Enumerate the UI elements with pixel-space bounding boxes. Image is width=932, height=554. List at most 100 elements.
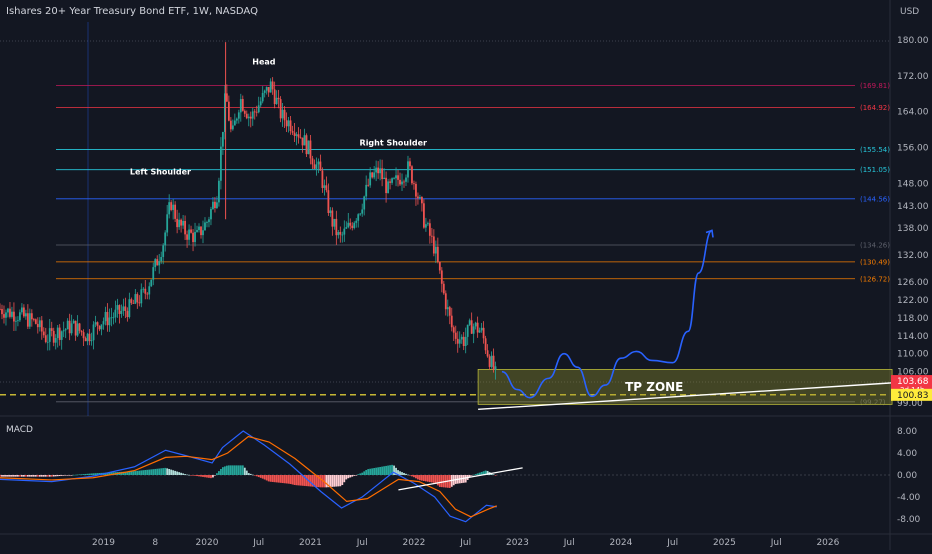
candle-body (194, 231, 196, 243)
candle-body (333, 218, 336, 227)
macd-histogram-bar (432, 475, 435, 483)
macd-histogram-bar (26, 475, 29, 477)
macd-histogram-bar (253, 475, 256, 476)
price-tick-label: 99.00 (897, 399, 923, 409)
macd-histogram-bar (200, 475, 202, 477)
candle-body (419, 196, 421, 199)
candle-body (309, 140, 312, 159)
macd-histogram-bar (351, 475, 354, 477)
candle-body (162, 245, 165, 257)
candle-body (335, 218, 338, 236)
candle-body (214, 201, 216, 209)
candle-body (148, 286, 151, 295)
macd-histogram-bar (484, 470, 487, 475)
candle-body (347, 222, 350, 228)
candle-body (239, 99, 242, 113)
candle-body (15, 320, 17, 322)
macd-histogram-bar (363, 471, 366, 475)
macd-histogram-bar (480, 471, 483, 475)
candle-body (24, 313, 27, 317)
macd-histogram-bar (170, 469, 173, 475)
macd-histogram-bar (186, 474, 188, 476)
macd-histogram-bar (281, 475, 284, 484)
candle-body (241, 99, 244, 111)
macd-histogram-bar (3, 475, 5, 477)
time-tick-label: 2020 (196, 538, 219, 548)
time-tick-label: 2019 (92, 538, 115, 548)
candle-body (486, 350, 489, 357)
macd-histogram-bar (383, 466, 386, 475)
candle-body (391, 178, 393, 183)
candle-body (325, 185, 328, 191)
candle-body (90, 340, 93, 342)
macd-histogram-bar (88, 473, 91, 475)
candle-body (130, 299, 133, 303)
time-tick-label: 2024 (609, 538, 632, 548)
macd-histogram-bar (152, 469, 155, 475)
candle-body (30, 313, 33, 320)
candle-body (98, 325, 101, 330)
macd-histogram-bar (337, 475, 340, 487)
candle-body (468, 320, 471, 325)
yellow-level-label: 100.83 (897, 391, 929, 401)
candle-body (283, 109, 286, 121)
macd-histogram-bar (403, 472, 405, 475)
macd-histogram-bar (476, 473, 479, 475)
macd-histogram-bar (44, 475, 47, 477)
candle-body (3, 314, 5, 318)
price-level-label: (151.05) (860, 166, 890, 174)
macd-histogram-bar (385, 465, 387, 475)
time-tick-label: 2021 (299, 538, 322, 548)
macd-histogram-bar (214, 475, 216, 476)
candle-body (323, 185, 326, 188)
candle-body (351, 225, 354, 228)
macd-histogram-bar (409, 475, 411, 476)
macd-histogram-bar (329, 475, 332, 488)
candle-body (19, 312, 21, 321)
macd-histogram-bar (261, 475, 264, 479)
candle-body (482, 327, 485, 339)
macd-histogram-bar (126, 471, 129, 475)
candle-body (104, 311, 107, 322)
macd-histogram-bar (76, 474, 79, 476)
candle-body (92, 324, 95, 341)
candle-body (192, 232, 194, 243)
macd-histogram-bar (440, 475, 443, 488)
macd-histogram-bar (64, 475, 67, 476)
time-tick-label: 2025 (713, 538, 736, 548)
candle-body (399, 179, 401, 185)
candle-body (255, 111, 258, 113)
candle-body (460, 336, 463, 340)
macd-histogram-bar (464, 475, 467, 483)
macd-histogram-bar (34, 475, 37, 477)
macd-histogram-bar (162, 468, 165, 475)
candle-body (442, 283, 445, 294)
candle-body (78, 323, 81, 331)
candle-body (301, 137, 304, 146)
candle-body (287, 120, 290, 127)
price-level-label: (126.72) (860, 275, 890, 283)
macd-histogram-bar (212, 475, 214, 478)
candle-body (108, 317, 111, 326)
candle-body (216, 202, 218, 209)
macd-histogram-bar (172, 470, 175, 475)
time-tick-label: 2026 (816, 538, 839, 548)
macd-histogram-bar (20, 475, 23, 477)
candle-body (124, 306, 127, 311)
time-tick-label: Jul (666, 538, 678, 548)
candle-body (229, 120, 232, 130)
macd-histogram-bar (327, 475, 330, 488)
price-tick-label: 126.00 (897, 278, 929, 288)
candle-body (295, 134, 298, 136)
macd-histogram-bar (180, 472, 183, 475)
pattern-annotation: Head (252, 58, 276, 67)
candle-body (200, 226, 202, 236)
macd-histogram-bar (0, 475, 1, 477)
macd-histogram-bar (243, 467, 246, 475)
macd-histogram-bar (474, 474, 477, 475)
candle-body (220, 146, 222, 181)
candle-body (271, 81, 274, 90)
candle-body (432, 236, 435, 254)
candle-body (20, 307, 23, 313)
